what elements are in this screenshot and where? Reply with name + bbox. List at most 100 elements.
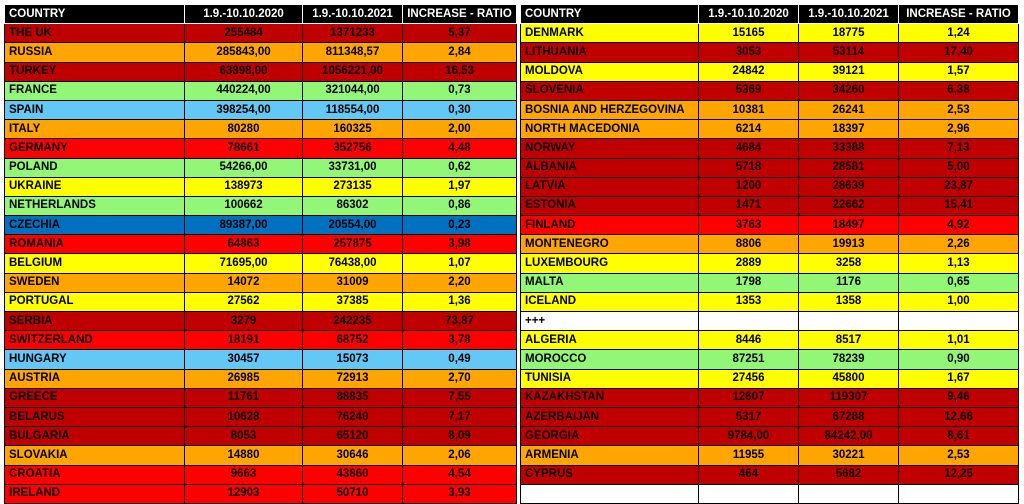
ratio-cell: 17,40	[898, 42, 1019, 63]
value-2021-cell: 33388	[798, 138, 899, 159]
value-2021-cell: 65120	[302, 426, 403, 447]
table-row: POLAND 54266,00 33731,00 0,62	[4, 157, 517, 178]
ratio-cell: 12,25	[898, 464, 1019, 485]
table-row: +++	[520, 310, 1019, 332]
table-row: SLOVAKIA 14880 30646 2,06	[4, 445, 517, 466]
table-row: THE UK 255484 1371233 5,37	[4, 23, 517, 44]
table-row: SWEDEN 14072 31009 2,20	[4, 272, 517, 293]
value-2021-cell: 76240	[302, 406, 403, 428]
table-row: NETHERLANDS 100662 86302 0,86	[4, 195, 517, 217]
table-row: TURKEY 63898,00 1056221,00 16,53	[4, 61, 517, 82]
country-cell: FRANCE	[4, 80, 185, 101]
ratio-cell: 0,86	[402, 195, 517, 217]
table-row: BELGIUM 71695,00 76438,00 1,07	[4, 253, 517, 274]
value-2021-cell: 18397	[798, 119, 899, 140]
country-cell: SWEDEN	[4, 272, 185, 293]
value-2021-cell: 257875	[302, 234, 403, 255]
table-row: AZERBAIJAN 5317 67288 12,66	[520, 406, 1019, 428]
table-row: MOLDOVA 24842 39121 1,57	[520, 61, 1019, 82]
country-cell	[520, 483, 699, 504]
ratio-cell: 5,00	[898, 157, 1019, 178]
value-2020-cell: 8446	[698, 330, 799, 351]
ratio-cell: 6,38	[898, 80, 1019, 101]
header-ratio: INCREASE - RATIO	[898, 3, 1019, 25]
ratio-cell: 1,36	[402, 291, 517, 313]
table-row: ARMENIA 11955 30221 2,53	[520, 445, 1019, 466]
country-cell: BULGARIA	[4, 426, 185, 447]
value-2020-cell: 71695,00	[184, 253, 303, 274]
country-cell: ARMENIA	[520, 445, 699, 466]
table-row: ALGERIA 8446 8517 1,01	[520, 330, 1019, 351]
value-2020-cell: 12607	[698, 387, 799, 408]
ratio-cell: 1,00	[898, 291, 1019, 313]
value-2021-cell: 22662	[798, 195, 899, 217]
country-cell: CZECHIA	[4, 215, 185, 236]
value-2020-cell: 87251	[698, 349, 799, 370]
value-2021-cell: 15073	[302, 349, 403, 370]
ratio-cell: 3,98	[402, 234, 517, 255]
value-2020-cell: 1798	[698, 272, 799, 293]
country-cell: AUSTRIA	[4, 368, 185, 389]
country-cell: MOROCCO	[520, 349, 699, 370]
ratio-cell: 73,87	[402, 310, 517, 332]
table-row: AUSTRIA 26985 72913 2,70	[4, 368, 517, 389]
ratio-cell: 3,93	[402, 483, 517, 504]
country-cell: ALBANIA	[520, 157, 699, 178]
country-cell: TUNISIA	[520, 368, 699, 389]
ratio-cell: 3,78	[402, 330, 517, 351]
table-row: DENMARK 15165 18775 1,24	[520, 23, 1019, 44]
value-2021-cell: 118554,00	[302, 99, 403, 121]
table-row: ALBANIA 5718 28581 5,00	[520, 157, 1019, 178]
ratio-cell: 4,92	[898, 215, 1019, 236]
value-2020-cell: 440224,00	[184, 80, 303, 101]
table-row: MALTA 1798 1176 0,65	[520, 272, 1019, 293]
ratio-cell: 2,53	[898, 99, 1019, 121]
ratio-cell: 1,57	[898, 61, 1019, 82]
table-row: SERBIA 3279 242235 73,87	[4, 310, 517, 332]
value-2021-cell: 811348,57	[302, 42, 403, 63]
ratio-cell: 4,54	[402, 464, 517, 485]
ratio-cell: 16,53	[402, 61, 517, 82]
ratio-cell: 9,46	[898, 387, 1019, 408]
header-row: COUNTRY 1.9.-10.10.2020 1.9.-10.10.2021 …	[520, 3, 1019, 25]
value-2020-cell: 80280	[184, 119, 303, 140]
value-2021-cell: 1056221,00	[302, 61, 403, 82]
country-cell: MALTA	[520, 272, 699, 293]
table-row: IRELAND 12903 50710 3,93	[4, 483, 517, 504]
ratio-cell: 2,53	[898, 445, 1019, 466]
value-2021-cell: 68752	[302, 330, 403, 351]
value-2020-cell: 10628	[184, 406, 303, 428]
value-2020-cell: 285843,00	[184, 42, 303, 63]
header-period-2020: 1.9.-10.10.2020	[698, 3, 799, 25]
ratio-cell: 2,00	[402, 119, 517, 140]
ratio-cell	[898, 310, 1019, 332]
country-cell: GREECE	[4, 387, 185, 408]
table-row: ITALY 80280 160325 2,00	[4, 119, 517, 140]
table-row: HUNGARY 30457 15073 0,49	[4, 349, 517, 370]
country-cell: AZERBAIJAN	[520, 406, 699, 428]
table-right-body: DENMARK 15165 18775 1,24 LITHUANIA 3053 53114 1…	[520, 23, 1019, 504]
value-2020-cell: 27456	[698, 368, 799, 389]
value-2020-cell: 15165	[698, 23, 799, 44]
country-cell: RUSSIA	[4, 42, 185, 63]
table-row: FINLAND 3763 18497 4,92	[520, 215, 1019, 236]
country-cell: LATVIA	[520, 176, 699, 197]
country-cell: FINLAND	[520, 215, 699, 236]
value-2020-cell: 1353	[698, 291, 799, 313]
country-cell: POLAND	[4, 157, 185, 178]
table-row: TUNISIA 27456 45800 1,67	[520, 368, 1019, 389]
country-cell: UKRAINE	[4, 176, 185, 197]
country-cell: CROATIA	[4, 464, 185, 485]
table-row: ESTONIA 1471 22662 15,41	[520, 195, 1019, 217]
value-2021-cell: 88835	[302, 387, 403, 408]
value-2021-cell: 37385	[302, 291, 403, 313]
value-2020-cell: 100662	[184, 195, 303, 217]
value-2021-cell: 8517	[798, 330, 899, 351]
value-2021-cell: 5682	[798, 464, 899, 485]
table-right: COUNTRY 1.9.-10.10.2020 1.9.-10.10.2021 …	[520, 3, 1019, 504]
value-2020-cell: 5369	[698, 80, 799, 101]
table-row: GEORGIA 9784,00 84242,00 8,61	[520, 426, 1019, 447]
ratio-cell: 8,09	[402, 426, 517, 447]
ratio-cell: 2,96	[898, 119, 1019, 140]
ratio-cell: 7,55	[402, 387, 517, 408]
